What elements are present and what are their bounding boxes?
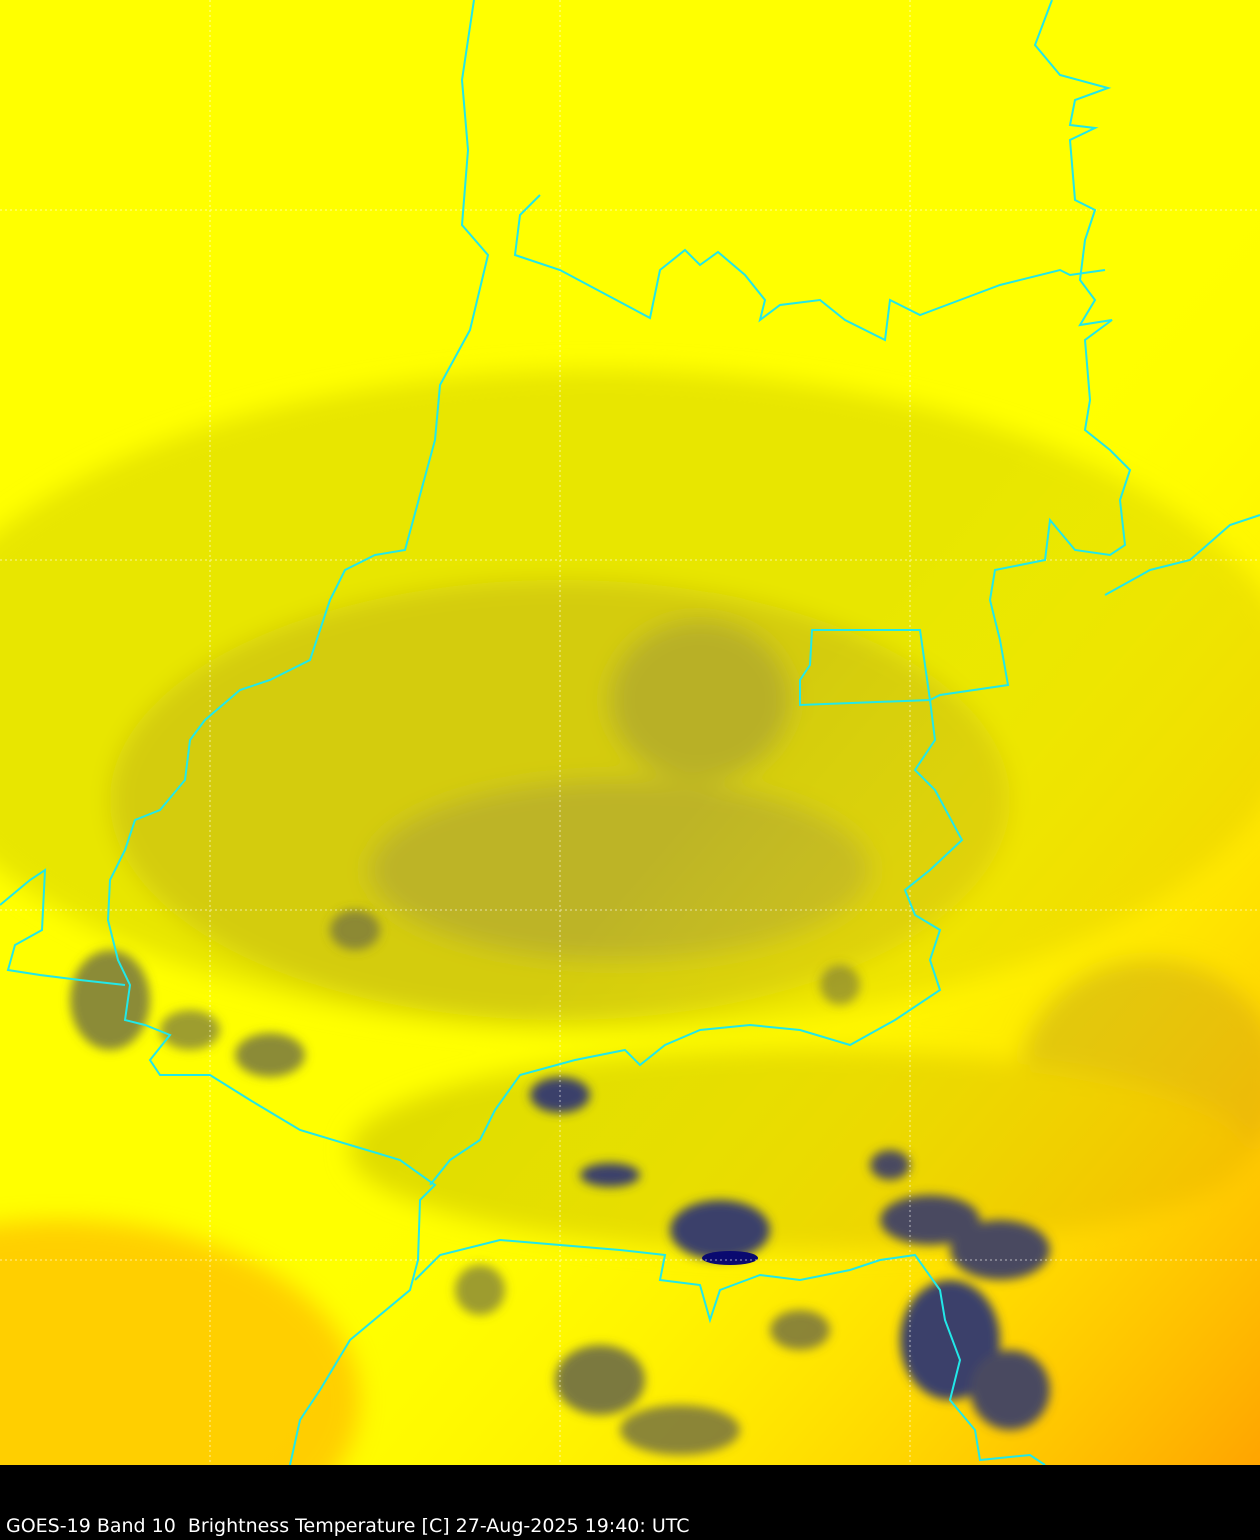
image-caption: GOES-19 Band 10 Brightness Temperature […	[6, 1515, 690, 1537]
satellite-map	[0, 0, 1260, 1465]
coldest-cloud-core	[702, 1251, 758, 1265]
political-boundaries	[0, 0, 1260, 1465]
graticule	[0, 0, 1260, 1465]
